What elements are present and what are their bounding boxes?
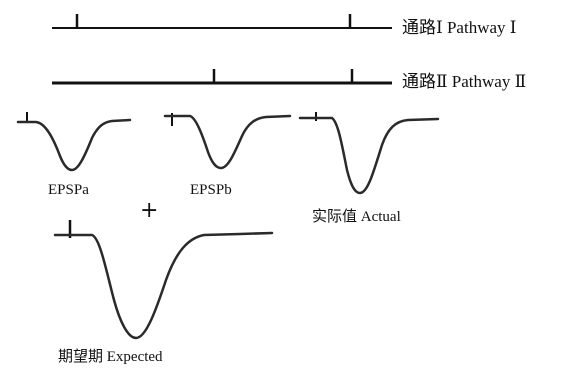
epspb-label: EPSPb: [190, 182, 232, 198]
actual-trace: [298, 112, 440, 195]
pathway-1-line: [52, 14, 392, 29]
pathway-1-label: 通路Ⅰ Pathway Ⅰ: [402, 18, 517, 37]
actual-label: 实际值 Actual: [312, 209, 401, 225]
epspa-trace: [16, 112, 132, 172]
plus-sign: +: [140, 198, 159, 223]
epspb-trace: [163, 113, 292, 170]
pathway-2-line: [52, 69, 392, 85]
expected-trace: [53, 220, 274, 340]
pathway-2-label: 通路Ⅱ Pathway Ⅱ: [402, 72, 527, 91]
epspa-label: EPSPa: [48, 182, 89, 198]
expected-label: 期望期 Expected: [58, 349, 163, 365]
